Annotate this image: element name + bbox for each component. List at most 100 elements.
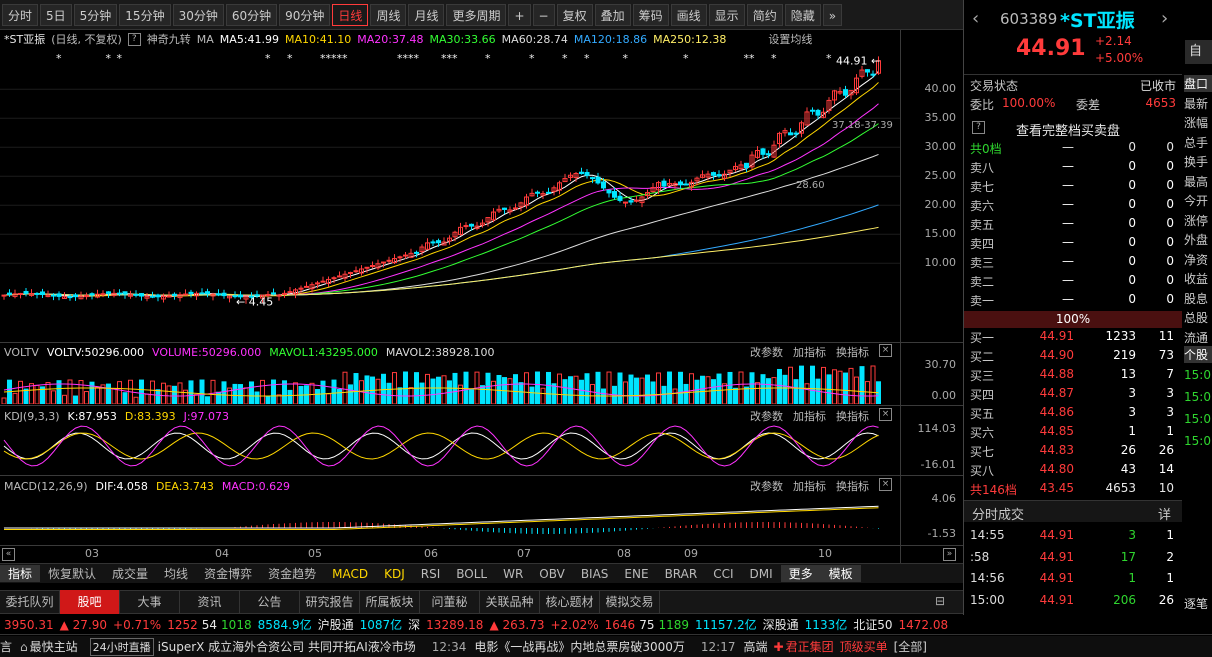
toolbar-button-6[interactable]: 90分钟 [279, 3, 331, 26]
indicator-tab-7[interactable]: KDJ [384, 566, 405, 581]
bid-row[interactable]: 买三 44.88 13 7 [964, 367, 1182, 386]
indicator-tab-4[interactable]: 资金博弈 [204, 567, 253, 581]
news-tab-2[interactable]: 大事 [120, 590, 180, 614]
full-orderbook-link[interactable]: 查看完整档买卖盘 [1016, 124, 1121, 139]
all-news-link[interactable]: [全部] [893, 640, 927, 654]
ask-row[interactable]: 卖一 — 0 0 [964, 292, 1182, 311]
toolbar-button-7[interactable]: 日线 [332, 3, 369, 26]
add-indicator-link[interactable]: 加指标 [793, 346, 826, 359]
indicator-tab-12[interactable]: BIAS [580, 566, 609, 581]
ask-row[interactable]: 卖三 — 0 0 [964, 254, 1182, 273]
indicator-tab-16[interactable]: DMI [749, 566, 773, 581]
tick-detail-button[interactable]: 逐笔 [1184, 597, 1209, 611]
fastest-server-label[interactable]: 最快主站 [29, 640, 78, 654]
indicator-tab-15[interactable]: CCI [713, 566, 734, 581]
indicator-tab-11[interactable]: OBV [539, 566, 565, 581]
news-tab-3[interactable]: 资讯 [180, 590, 240, 614]
news-tab-1[interactable]: 股吧 [60, 590, 120, 614]
bid-row[interactable]: 买六 44.85 1 1 [964, 424, 1182, 443]
top-buy-label[interactable]: 顶级买单 [839, 640, 888, 654]
macd-indicator-name[interactable]: MACD(12,26,9) [4, 479, 88, 493]
home-icon[interactable]: ⌂ [20, 639, 28, 654]
close-icon[interactable]: × [879, 344, 892, 357]
toolbar-button-11[interactable]: + [508, 3, 531, 26]
bid-row[interactable]: 买八 44.80 43 14 [964, 462, 1182, 481]
toolbar-button-4[interactable]: 30分钟 [172, 3, 224, 26]
indicator-tab-14[interactable]: BRAR [664, 566, 698, 581]
news-tab-5[interactable]: 研究报告 [300, 590, 360, 614]
news-tab-4[interactable]: 公告 [240, 590, 300, 614]
toolbar-button-5[interactable]: 60分钟 [225, 3, 278, 26]
indicator-tab-0[interactable]: 指标 [0, 565, 41, 582]
close-icon[interactable]: × [879, 408, 892, 421]
toolbar-button-3[interactable]: 15分钟 [119, 3, 171, 26]
scroll-left-icon[interactable]: « [2, 548, 15, 561]
live-button[interactable]: 24小时直播 [89, 637, 154, 656]
toolbar-button-15[interactable]: 筹码 [632, 3, 669, 26]
indicator-tab-10[interactable]: WR [503, 566, 524, 581]
indicator-tab-18[interactable]: 模板 [820, 565, 861, 582]
macd-chart[interactable] [0, 494, 900, 544]
news-item-1[interactable]: 电影《一战再战》内地总票房破3000万 [474, 640, 685, 654]
help-icon[interactable]: ? [972, 121, 985, 134]
toolbar-button-8[interactable]: 周线 [370, 3, 407, 26]
toolbar-button-17[interactable]: 显示 [708, 3, 745, 26]
sh-index[interactable]: 3950.31 [4, 617, 54, 632]
hgt-label[interactable]: 沪股通 [317, 618, 354, 632]
ask-row[interactable]: 卖七 — 0 0 [964, 178, 1182, 197]
help-icon[interactable]: ? [127, 32, 141, 46]
expand-icon[interactable]: » [822, 3, 843, 26]
toolbar-button-9[interactable]: 月线 [408, 3, 445, 26]
price-chart[interactable]: * * * * * * * * * * * * * * * * * * * * * * * * * * * 44.91 ←← 4.45… [0, 48, 900, 342]
sgt-label[interactable]: 深股通 [762, 618, 799, 632]
edit-params-link[interactable]: 改参数 [750, 346, 783, 359]
indicator-tab-13[interactable]: ENE [624, 566, 649, 581]
toolbar-button-19[interactable]: 隐藏 [784, 3, 821, 26]
bid-row[interactable]: 买四 44.87 3 3 [964, 386, 1182, 405]
news-ticker-text[interactable]: iSuperX 成立海外合资公司 共同开拓AI液冷市场 [157, 640, 416, 654]
indicator-tab-9[interactable]: BOLL [456, 566, 488, 581]
indicator-tab-6[interactable]: MACD [332, 566, 369, 581]
news-tab-6[interactable]: 所属板块 [360, 590, 420, 614]
bid-row[interactable]: 买一 44.91 1233 11 [964, 329, 1182, 348]
toolbar-button-13[interactable]: 复权 [556, 3, 593, 26]
switch-indicator-link[interactable]: 换指标 [836, 346, 869, 359]
toolbar-button-14[interactable]: 叠加 [594, 3, 631, 26]
add-indicator-link[interactable]: 加指标 [793, 480, 826, 493]
news-tab-8[interactable]: 关联品种 [480, 590, 540, 614]
indicator-tab-3[interactable]: 均线 [164, 567, 189, 581]
indicator-name[interactable]: 神奇九转 [146, 33, 191, 46]
indicator-tab-8[interactable]: RSI [420, 566, 441, 581]
bid-row[interactable]: 买七 44.83 26 26 [964, 443, 1182, 462]
ask-row[interactable]: 卖八 — 0 0 [964, 159, 1182, 178]
toolbar-button-2[interactable]: 5分钟 [73, 3, 118, 26]
news-tab-10[interactable]: 模拟交易 [600, 590, 660, 614]
ask-row[interactable]: 卖五 — 0 0 [964, 216, 1182, 235]
sz-label[interactable]: 深 [408, 618, 421, 632]
ask-row[interactable]: 卖二 — 0 0 [964, 273, 1182, 292]
next-stock-icon[interactable]: › [1161, 8, 1169, 29]
indicator-tab-5[interactable]: 资金趋势 [268, 567, 317, 581]
trades-detail-button[interactable]: 详 [1158, 508, 1172, 523]
volume-indicator-name[interactable]: VOLTV [4, 345, 39, 359]
toolbar-button-10[interactable]: 更多周期 [446, 3, 507, 26]
add-watchlist-button[interactable]: 自选 [1185, 40, 1212, 64]
volume-chart[interactable] [0, 360, 900, 404]
news-tab-7[interactable]: 问董秘 [420, 590, 480, 614]
news-item-2[interactable]: 高端 [743, 640, 768, 654]
toolbar-button-1[interactable]: 5日 [40, 3, 72, 26]
bid-row[interactable]: 买五 44.86 3 3 [964, 405, 1182, 424]
side-stock-label[interactable]: 个股 [1184, 346, 1212, 363]
ask-row[interactable]: 卖六 — 0 0 [964, 197, 1182, 216]
kdj-indicator-name[interactable]: KDJ(9,3,3) [4, 409, 60, 423]
toolbar-button-16[interactable]: 画线 [670, 3, 707, 26]
switch-indicator-link[interactable]: 换指标 [836, 480, 869, 493]
toolbar-button-18[interactable]: 简约 [746, 3, 783, 26]
ask-row[interactable]: 卖四 — 0 0 [964, 235, 1182, 254]
side-field-label[interactable]: 盘口 [1184, 75, 1212, 92]
edit-params-link[interactable]: 改参数 [750, 410, 783, 423]
indicator-tab-17[interactable]: 更多 [780, 565, 821, 582]
prev-stock-icon[interactable]: ‹ [972, 8, 980, 29]
kdj-chart[interactable] [0, 424, 900, 474]
switch-indicator-link[interactable]: 换指标 [836, 410, 869, 423]
